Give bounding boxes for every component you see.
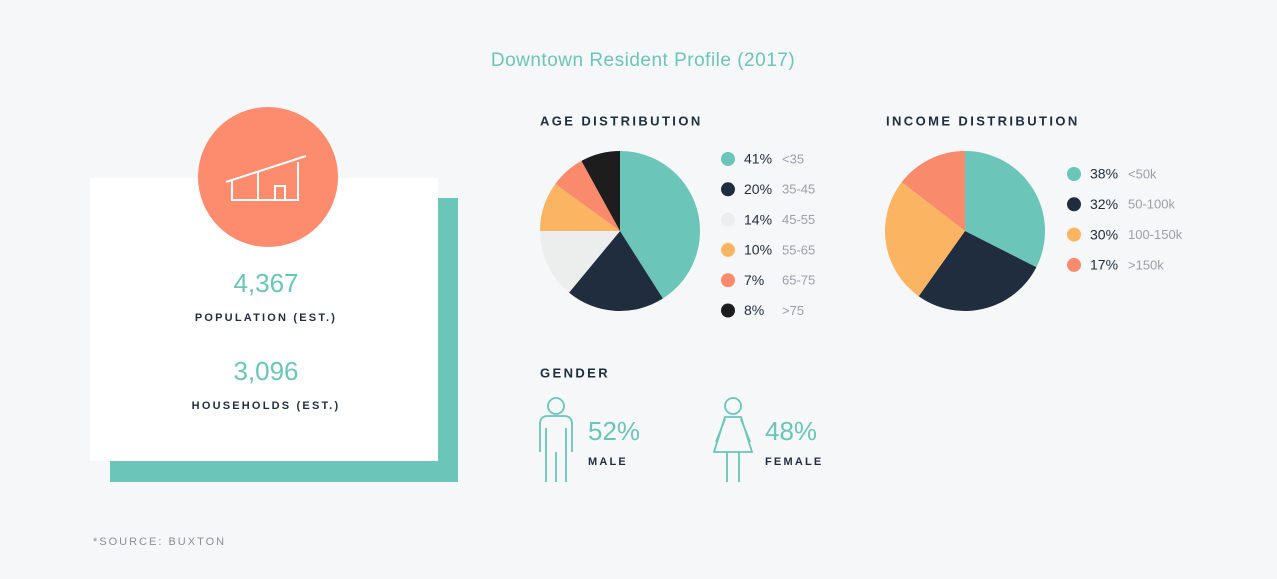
gender-label: MALE — [588, 456, 628, 468]
legend-label: 100-150k — [1128, 227, 1183, 242]
pie-slice — [569, 231, 663, 311]
legend-value: 8% — [744, 302, 764, 318]
pie-slice — [540, 183, 620, 231]
stat-label: POPULATION (EST.) — [195, 312, 337, 324]
legend-label: >75 — [782, 303, 804, 318]
legend-value: 17% — [1090, 257, 1118, 273]
legend-label: 45-55 — [782, 212, 815, 227]
legend-label: 65-75 — [782, 273, 815, 288]
pie-slice — [885, 182, 965, 297]
house-badge — [198, 107, 338, 247]
chart-title: AGE DISTRIBUTION — [540, 113, 703, 128]
legend-swatch — [721, 212, 735, 227]
legend-label: 55-65 — [782, 242, 815, 257]
gender-value: 48% — [765, 416, 817, 446]
legend-value: 10% — [744, 242, 772, 258]
legend-label: <35 — [782, 151, 804, 166]
pie-slice — [620, 151, 700, 299]
legend-label: >150k — [1128, 257, 1164, 272]
pie-slice — [581, 151, 620, 231]
gender-value: 52% — [588, 416, 640, 446]
legend-value: 41% — [744, 151, 772, 167]
legend-value: 38% — [1090, 166, 1118, 182]
gender-label: FEMALE — [765, 456, 823, 468]
legend-label: <50k — [1128, 166, 1157, 181]
legend-value: 14% — [744, 211, 772, 227]
chart-title: INCOME DISTRIBUTION — [886, 113, 1080, 128]
pie-slice — [540, 231, 620, 293]
house-icon — [225, 155, 307, 201]
stat-value: 3,096 — [233, 356, 298, 386]
legend-swatch — [721, 152, 735, 166]
legend-value: 30% — [1090, 226, 1118, 242]
pie-slice — [965, 151, 1045, 268]
legend-swatch — [1067, 167, 1081, 181]
page-title: Downtown Resident Profile (2017) — [491, 50, 795, 71]
legend-value: 20% — [744, 181, 772, 197]
legend-swatch — [1067, 257, 1081, 272]
stat-value: 4,367 — [233, 268, 298, 298]
legend-swatch — [721, 273, 735, 288]
legend-swatch — [1067, 227, 1081, 242]
legend-swatch — [721, 182, 735, 197]
source-note: *SOURCE: BUXTON — [93, 536, 226, 548]
pie-slice — [555, 160, 620, 231]
legend-swatch — [721, 242, 735, 257]
legend-value: 32% — [1090, 196, 1118, 212]
pie-slice — [918, 231, 1037, 312]
pie-slice — [901, 151, 965, 231]
legend-swatch — [1067, 197, 1081, 212]
person-icon — [539, 397, 573, 482]
legend-swatch — [721, 303, 735, 318]
chart-title: GENDER — [540, 365, 610, 380]
legend-label: 35-45 — [782, 182, 815, 197]
legend-label: 50-100k — [1128, 197, 1175, 212]
legend-value: 7% — [744, 272, 764, 288]
stat-label: HOUSEHOLDS (EST.) — [192, 400, 341, 412]
person-icon — [712, 397, 754, 482]
